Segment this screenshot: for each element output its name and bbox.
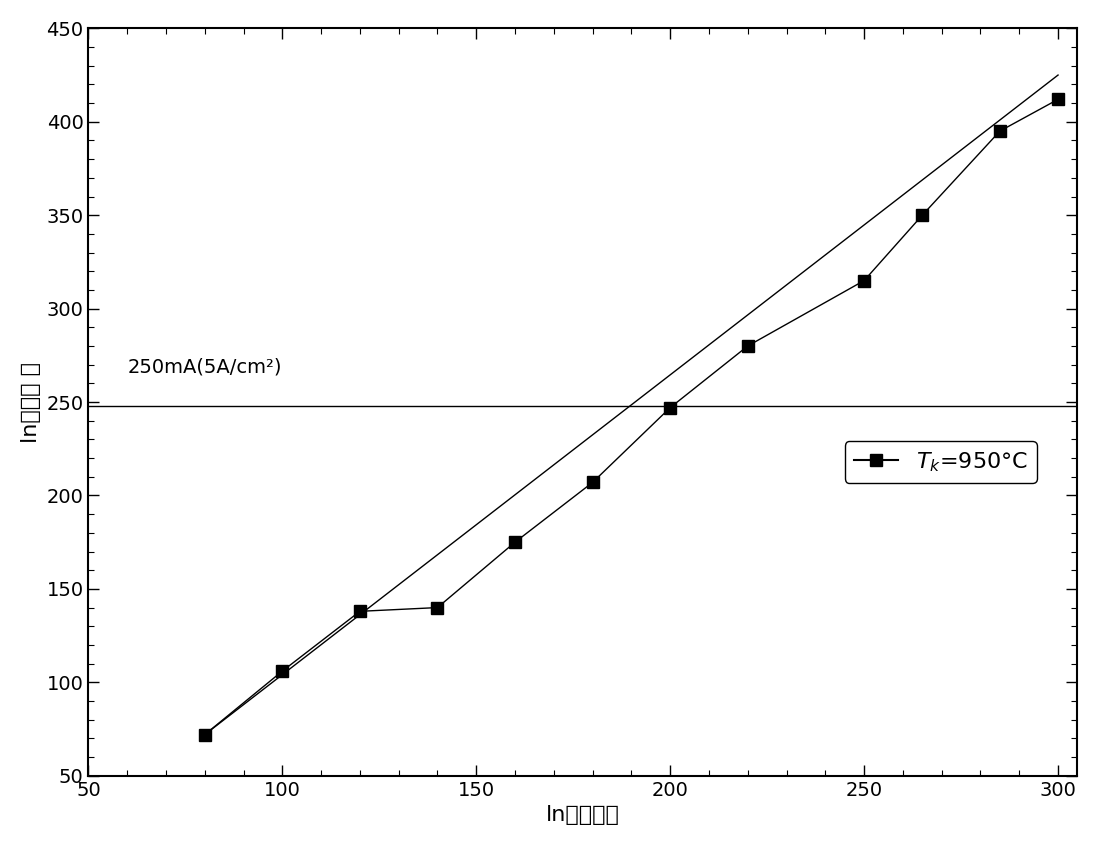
$T_k$=950°C (353, 607, 366, 617)
$T_k$=950°C (198, 729, 211, 739)
$T_k$=950°C (663, 403, 676, 413)
$T_k$=950°C (915, 210, 928, 220)
Legend: $T_k$=950°C: $T_k$=950°C (845, 441, 1036, 482)
$T_k$=950°C (508, 537, 521, 547)
$T_k$=950°C (431, 602, 444, 613)
$T_k$=950°C (276, 666, 289, 676)
$T_k$=950°C (1052, 94, 1065, 104)
$T_k$=950°C (586, 477, 600, 487)
$T_k$=950°C (993, 126, 1007, 136)
Y-axis label: ln（电流 ）: ln（电流 ） (21, 361, 41, 442)
X-axis label: ln（电压）: ln（电压） (546, 805, 619, 825)
$T_k$=950°C (741, 341, 755, 351)
$T_k$=950°C (858, 276, 871, 286)
Text: 250mA(5A/cm²): 250mA(5A/cm²) (128, 357, 282, 376)
Line: $T_k$=950°C: $T_k$=950°C (199, 94, 1064, 740)
